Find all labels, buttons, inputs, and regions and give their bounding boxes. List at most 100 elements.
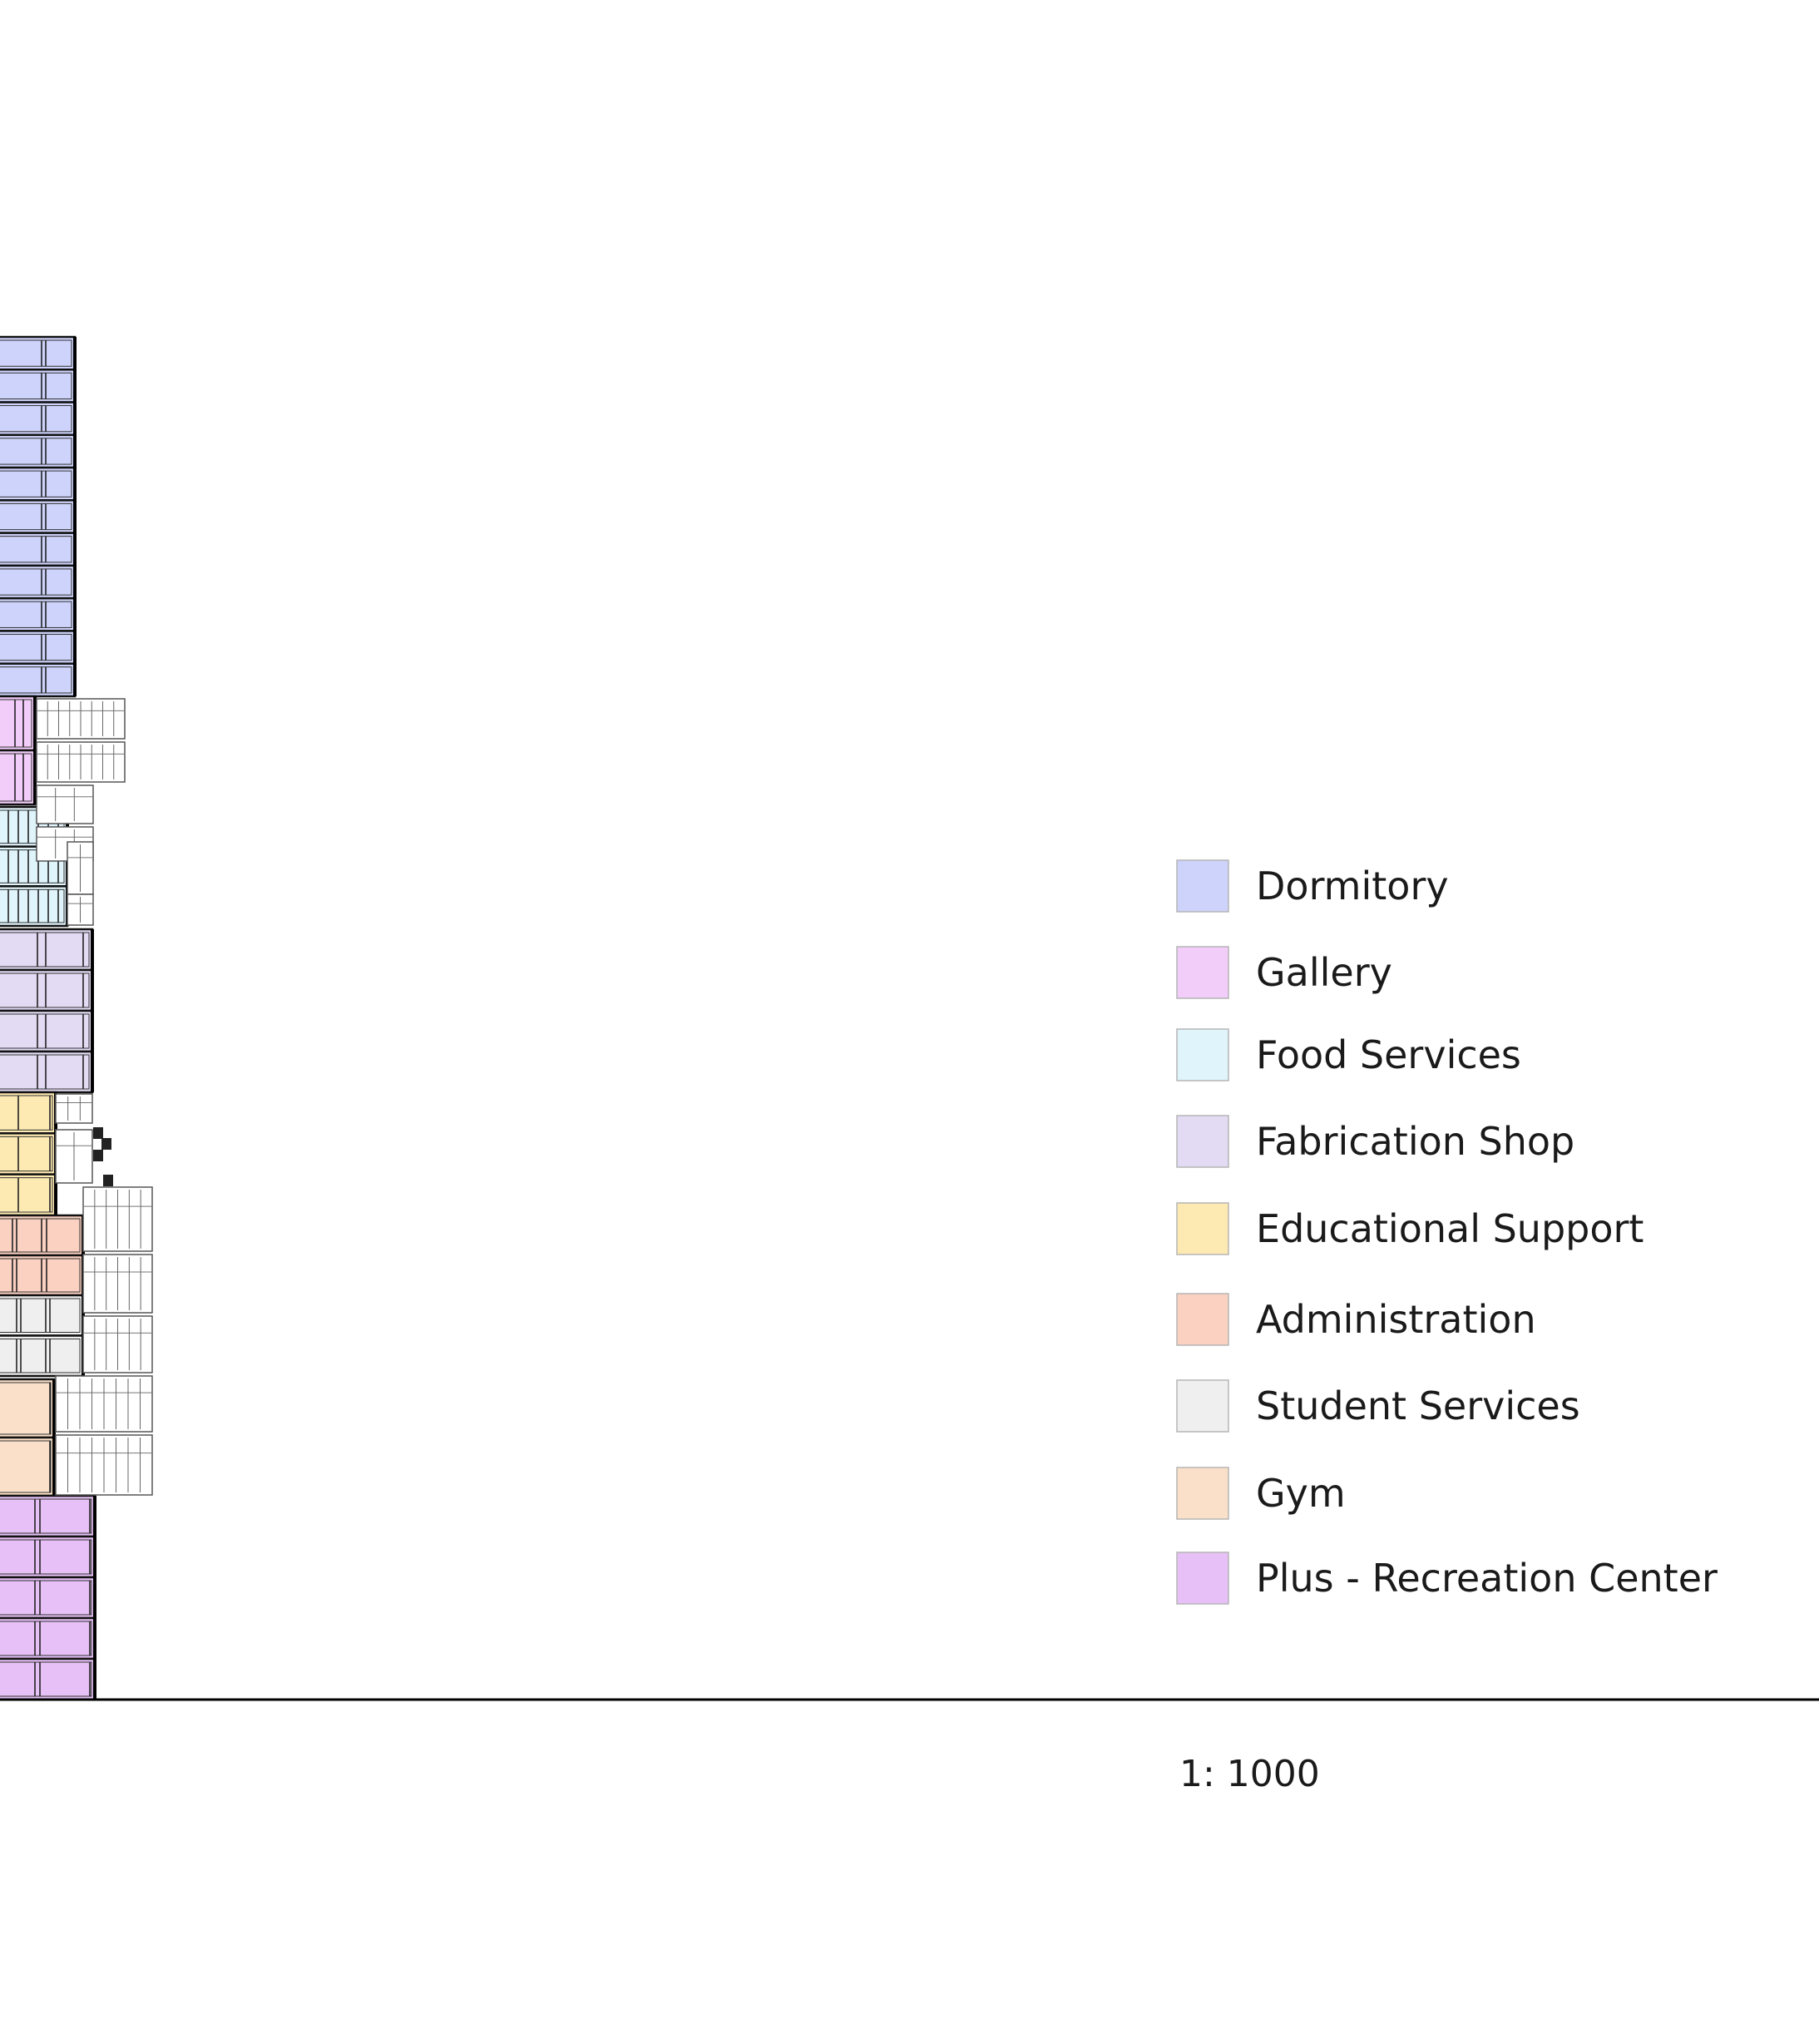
glazing-frame — [0, 536, 72, 563]
glazing-frame — [0, 1661, 92, 1697]
program-block-plus-recreation-center — [0, 1494, 96, 1701]
program-block-dormitory — [0, 335, 77, 698]
glazing-frame — [0, 1339, 81, 1373]
floor-slab — [0, 1494, 96, 1538]
scale-label: 1: 1000 — [1179, 1753, 1320, 1795]
annex-frame — [36, 741, 126, 783]
legend-item-gallery: Gallery — [1176, 946, 1392, 999]
floor-slab — [0, 1334, 85, 1378]
legend-item-administration: Administration — [1176, 1293, 1536, 1346]
annex-frame — [67, 841, 94, 895]
annex-outline — [55, 1093, 93, 1124]
annex-outline — [36, 784, 94, 824]
floor-slab — [0, 564, 77, 600]
glazing-frame — [0, 1013, 90, 1049]
legend-item-plus-recreation-center: Plus - Recreation Center — [1176, 1552, 1718, 1605]
annex-frame — [67, 893, 94, 926]
legend-item-educational-support: Educational Support — [1176, 1202, 1644, 1255]
floor-slab — [0, 1616, 96, 1660]
legend-item-dormitory: Dormitory — [1176, 859, 1449, 913]
floor-slab — [0, 1576, 96, 1620]
floor-slab — [0, 369, 77, 403]
annex-frame — [55, 1434, 153, 1496]
glazing-frame — [0, 1440, 52, 1493]
floor-slab — [0, 596, 77, 632]
glazing-frame — [0, 1177, 53, 1213]
legend-swatch — [1176, 1552, 1229, 1605]
program-block-gallery — [0, 695, 37, 806]
program-block-fabrication-shop — [0, 928, 94, 1094]
legend-item-gym: Gym — [1176, 1467, 1346, 1520]
annex-frame — [82, 1315, 153, 1373]
legend-label: Food Services — [1256, 1032, 1521, 1077]
glazing-frame — [0, 1498, 92, 1534]
glazing-frame — [0, 888, 65, 923]
unprogrammed-annex-frames — [36, 698, 153, 1496]
floor-slab — [0, 433, 77, 469]
glazing-frame — [0, 1382, 52, 1435]
program-block-administration — [0, 1214, 85, 1297]
program-block-food-services — [0, 805, 69, 928]
legend-label: Gym — [1256, 1471, 1346, 1516]
floor-slab — [0, 1535, 96, 1579]
legend-swatch — [1176, 946, 1229, 999]
legend-swatch — [1176, 859, 1229, 913]
program-block-student-services — [0, 1294, 85, 1378]
balcony-detail — [103, 1175, 113, 1186]
floor-slab — [0, 499, 77, 534]
floor-slab — [0, 1657, 96, 1701]
glazing-frame — [0, 1136, 53, 1172]
floor-slab — [0, 1378, 56, 1439]
glazing-frame — [0, 339, 72, 367]
legend-label: Administration — [1256, 1297, 1536, 1342]
annex-frame — [55, 1375, 153, 1433]
glazing-frame — [0, 1298, 81, 1333]
legend-label: Fabrication Shop — [1256, 1119, 1574, 1164]
floor-slab — [0, 749, 37, 806]
floor-slab — [0, 1173, 57, 1217]
floor-slab — [0, 630, 77, 665]
glazing-frame — [0, 973, 90, 1008]
glazing-frame — [0, 568, 72, 596]
floor-slab — [0, 532, 77, 567]
annex-frame — [82, 1186, 153, 1252]
glazing-frame — [0, 633, 72, 661]
balcony-detail — [93, 1150, 103, 1161]
glazing-frame — [0, 1258, 81, 1293]
glazing-frame — [0, 372, 72, 400]
glazing-frame — [0, 1218, 81, 1253]
glazing-frame — [0, 601, 72, 628]
legend-swatch — [1176, 1028, 1229, 1081]
balcony-detail — [93, 1127, 103, 1139]
building-elevation — [0, 335, 96, 1701]
glazing-frame — [0, 470, 72, 497]
floor-slab — [0, 662, 77, 698]
glazing-frame — [0, 405, 72, 433]
legend-label: Gallery — [1256, 950, 1392, 995]
floor-slab — [0, 1436, 56, 1497]
floor-slab — [0, 885, 69, 928]
legend-label: Dormitory — [1256, 864, 1449, 908]
annex-frame — [36, 784, 94, 824]
glazing-frame — [0, 1539, 92, 1575]
legend-label: Plus - Recreation Center — [1256, 1556, 1718, 1601]
glazing-frame — [0, 1621, 92, 1656]
program-block-educational-support — [0, 1091, 57, 1217]
legend-item-fabrication-shop: Fabrication Shop — [1176, 1115, 1574, 1168]
glazing-frame — [0, 1054, 90, 1090]
legend-label: Student Services — [1256, 1383, 1580, 1428]
glazing-frame — [0, 502, 72, 531]
glazing-frame — [0, 849, 65, 883]
legend: Dormitory Gallery Food Services Fabrication… — [1176, 859, 1718, 1605]
legend-item-student-services: Student Services — [1176, 1379, 1580, 1433]
annex-frame — [36, 698, 126, 740]
legend-item-food-services: Food Services — [1176, 1028, 1521, 1081]
floor-slab — [0, 466, 77, 502]
legend-swatch — [1176, 1293, 1229, 1346]
program-block-gym — [0, 1378, 56, 1497]
floor-slab — [0, 335, 77, 371]
annex-frame — [82, 1254, 153, 1314]
floor-slab — [0, 1091, 57, 1135]
glazing-frame — [0, 1580, 92, 1616]
